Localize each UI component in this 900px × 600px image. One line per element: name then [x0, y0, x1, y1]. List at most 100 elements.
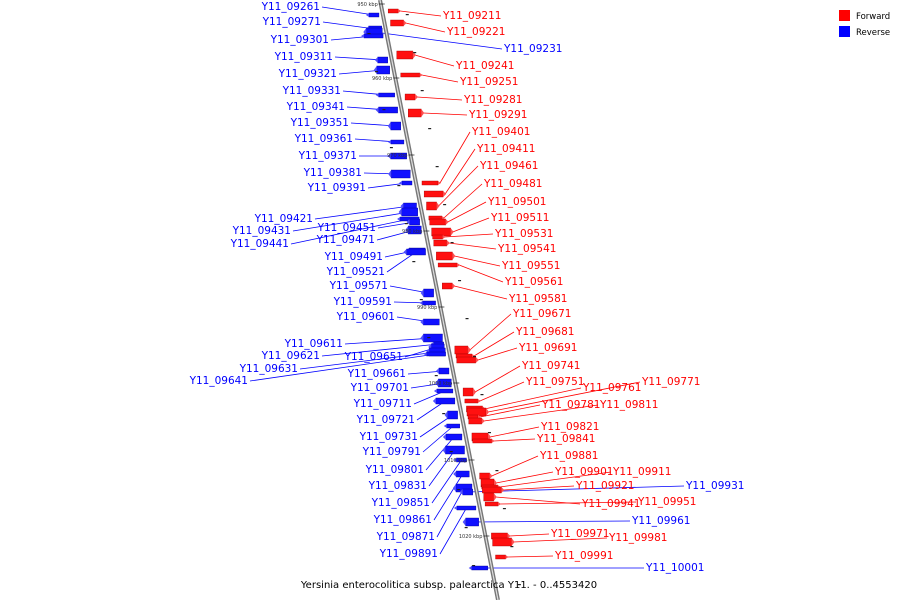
minor-mark [510, 546, 514, 548]
legend: Forward Reverse [839, 10, 890, 38]
leader-line-forward [499, 471, 612, 488]
leader-line-forward [438, 165, 479, 207]
gene-arrowhead-reverse [444, 411, 448, 419]
gene-arrowhead-forward [446, 240, 450, 246]
leader-line-reverse [419, 414, 453, 438]
leader-line-reverse [425, 436, 455, 471]
leader-line-reverse [422, 425, 454, 453]
gene-label-forward: Y11_09691 [518, 342, 577, 354]
leader-line-forward [439, 131, 471, 184]
gene-label-forward: Y11_09291 [468, 109, 527, 121]
gene-block-forward [400, 72, 420, 78]
minor-mark [458, 280, 462, 282]
leader-line-forward [458, 264, 504, 283]
gene-block-reverse [409, 218, 420, 226]
gene-label-reverse: Y11_09301 [270, 34, 329, 46]
gene-block-forward [456, 356, 476, 364]
leader-line-reverse [321, 343, 439, 357]
gene-arrowhead-forward [477, 399, 481, 403]
gene-arrowhead-forward [467, 346, 471, 354]
genome-axis [378, 0, 500, 600]
gene-label-forward: Y11_09561 [504, 276, 563, 288]
gene-arrowhead-reverse [423, 352, 427, 356]
gene-label-reverse: Y11_09271 [262, 16, 321, 28]
gene-arrowhead-reverse [405, 226, 409, 234]
gene-block-forward [454, 345, 469, 355]
gene-label-reverse: Y11_09861 [373, 514, 432, 526]
gene-arrowhead-reverse [387, 153, 391, 159]
gene-arrowhead-forward [419, 73, 423, 77]
leader-line-forward [500, 501, 637, 505]
gene-block-reverse [438, 367, 450, 375]
gene-arrowhead-reverse [453, 458, 457, 462]
gene-block-forward [442, 282, 453, 290]
gene-label-reverse: Y11_09701 [350, 382, 409, 394]
gene-label-reverse: Y11_09521 [326, 266, 385, 278]
gene-block-forward [466, 407, 487, 417]
gene-arrowhead-reverse [361, 34, 365, 38]
gene-block-reverse [465, 517, 479, 527]
leader-line-reverse [428, 449, 456, 487]
minor-mark [473, 356, 477, 358]
minor-mark [427, 337, 431, 339]
gene-block-forward [408, 108, 422, 118]
gene-arrowhead-forward [507, 533, 511, 539]
gene-block-reverse [456, 470, 470, 478]
gene-arrowhead-reverse [403, 249, 407, 255]
gene-arrowhead-reverse [419, 301, 423, 305]
gene-arrowhead-reverse [459, 489, 463, 495]
gene-arrowhead-forward [437, 181, 441, 185]
gene-label-reverse: Y11_09231 [503, 43, 562, 55]
gene-label-forward: Y11_09751 [525, 376, 584, 388]
kbp-label: 1000 kbp [429, 381, 453, 387]
gene-block-forward [483, 492, 494, 502]
gene-arrowhead-reverse [453, 471, 457, 477]
gene-label-forward: Y11_09411 [476, 143, 535, 155]
leader-line-forward [479, 404, 541, 418]
leader-line-reverse [467, 485, 685, 493]
gene-block-forward [387, 8, 399, 14]
gene-block-reverse [436, 388, 454, 394]
gene-arrowhead-forward [491, 439, 495, 443]
leader-line-reverse [472, 520, 631, 523]
gene-block-forward [437, 262, 458, 268]
gene-label-forward: Y11_09211 [442, 10, 501, 22]
leader-line-forward [487, 381, 641, 413]
minor-mark [374, 71, 378, 73]
minor-mark [435, 166, 439, 168]
chromosome-caption: Yersinia enterocolitica subsp. palearcti… [300, 580, 597, 591]
gene-label-forward: Y11_09741 [521, 360, 580, 372]
gene-arrowhead-forward [489, 473, 493, 479]
legend-label-reverse: Reverse [856, 28, 890, 38]
gene-label-forward: Y11_09881 [539, 450, 598, 462]
gene-label-reverse: Y11_09361 [294, 133, 353, 145]
minor-mark [502, 508, 506, 510]
kbp-label: 1020 kbp [459, 534, 483, 540]
minor-mark [389, 147, 393, 149]
leader-line-forward [509, 533, 550, 537]
gene-label-reverse: Y11_09341 [286, 101, 345, 113]
gene-block-forward [432, 234, 443, 240]
gene-arrowhead-reverse [435, 379, 439, 387]
gene-block-reverse [445, 445, 465, 455]
minor-mark [382, 109, 386, 111]
leader-line-reverse [292, 211, 410, 232]
gene-label-forward: Y11_09251 [459, 76, 518, 88]
gene-block-reverse [423, 318, 440, 326]
leader-line-forward [417, 96, 463, 101]
minor-mark [450, 242, 454, 244]
gene-arrowhead-reverse [420, 334, 424, 342]
minor-mark [428, 128, 432, 130]
gene-label-reverse: Y11_09931 [685, 480, 744, 492]
gene-block-reverse [446, 423, 460, 429]
leader-line-reverse [433, 473, 464, 521]
kbp-label: 950 kbp [357, 2, 377, 8]
gene-block-reverse [363, 33, 384, 39]
gene-label-reverse: Y11_09591 [333, 296, 392, 308]
gene-arrowhead-reverse [468, 566, 472, 570]
kbp-label: 980 kbp [402, 229, 422, 235]
gene-label-reverse: Y11_09471 [316, 234, 375, 246]
leader-line-reverse [386, 251, 417, 273]
gene-label-forward: Y11_09681 [515, 326, 574, 338]
minor-mark [434, 375, 438, 377]
